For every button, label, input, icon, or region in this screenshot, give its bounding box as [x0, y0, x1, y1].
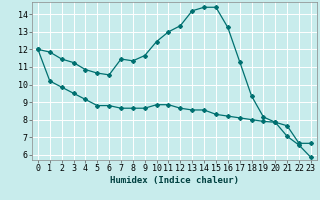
X-axis label: Humidex (Indice chaleur): Humidex (Indice chaleur)	[110, 176, 239, 185]
